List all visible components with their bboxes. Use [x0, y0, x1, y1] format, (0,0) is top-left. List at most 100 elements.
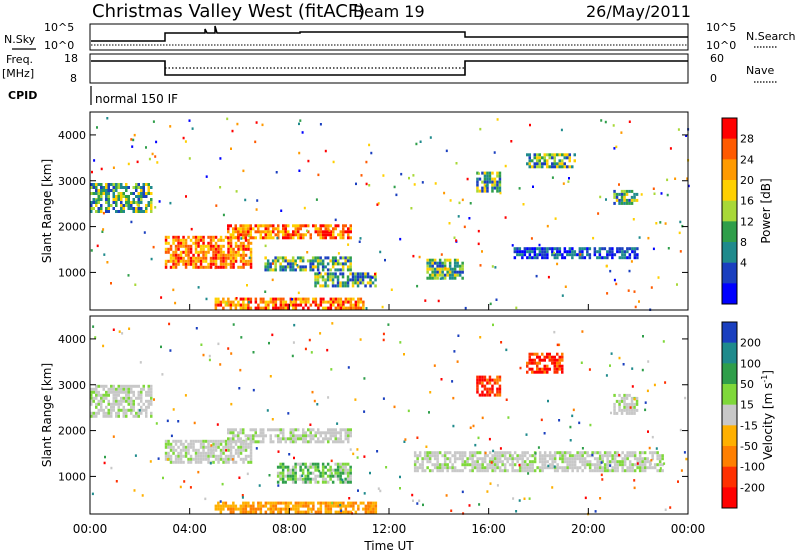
velocity-scatter-cell — [492, 449, 495, 453]
power-cell — [189, 256, 193, 260]
velocity-scatter-cell — [646, 389, 649, 393]
power-scatter-cell — [143, 231, 146, 234]
power-cell — [229, 303, 233, 307]
power-cell — [433, 270, 437, 274]
power-cell — [239, 259, 243, 263]
velocity-cell — [145, 390, 148, 394]
velocity-cell — [533, 370, 536, 374]
power-cell — [289, 259, 292, 263]
power-cell — [553, 153, 556, 157]
velocity-cell — [486, 381, 489, 385]
power-cell — [214, 303, 218, 307]
power-cell — [294, 262, 297, 266]
velocity-cell — [324, 477, 327, 481]
velocity-cell — [296, 462, 300, 466]
power-cell — [232, 253, 235, 257]
velocity-cell — [486, 393, 489, 397]
velocity-scatter-cell — [650, 459, 653, 462]
power-scatter-cell — [145, 146, 147, 149]
velocity-cell — [147, 393, 150, 397]
power-cell — [533, 153, 536, 157]
power-cell — [120, 201, 123, 204]
velocity-cell — [346, 480, 350, 484]
velocity-cell — [299, 465, 302, 469]
power-scatter-cell — [90, 249, 93, 252]
power-cell — [219, 303, 223, 307]
velocity-cell — [344, 465, 347, 469]
velocity-cell — [636, 460, 639, 464]
power-cell — [90, 201, 93, 204]
velocity-cell — [110, 414, 113, 418]
power-cell — [192, 262, 195, 266]
power-cell — [453, 276, 457, 280]
power-cell — [307, 306, 310, 310]
power-cell — [359, 278, 362, 282]
power-cell — [319, 275, 322, 279]
power-cell — [533, 162, 536, 166]
x-tick-label: 00:00 — [671, 522, 706, 536]
power-cell — [274, 233, 277, 237]
velocity-cell — [538, 457, 542, 461]
power-scatter-cell — [499, 191, 502, 195]
power-cell — [516, 250, 519, 254]
velocity-cell — [92, 411, 95, 415]
power-cell — [125, 204, 128, 207]
velocity-cell — [481, 390, 484, 394]
power-scatter-cell — [358, 240, 361, 243]
velocity-cell — [413, 469, 417, 473]
power-cell — [448, 261, 452, 265]
power-cell — [436, 261, 439, 265]
velocity-cell — [242, 504, 245, 508]
power-cell — [242, 224, 245, 228]
power-scatter-cell — [415, 142, 418, 146]
velocity-cell — [533, 352, 536, 356]
power-cell — [458, 273, 462, 277]
velocity-cell — [115, 414, 118, 418]
velocity-scatter-cell — [269, 375, 272, 378]
power-scatter-cell — [103, 253, 106, 256]
velocity-cell — [219, 454, 223, 458]
velocity-cell — [339, 440, 342, 444]
power-cell — [217, 250, 220, 254]
power-cell — [344, 281, 347, 285]
power-cell — [187, 262, 190, 266]
velocity-cell — [546, 466, 549, 470]
power-scatter-cell — [324, 149, 327, 153]
power-cell — [127, 201, 130, 204]
power-cell — [433, 267, 437, 271]
power-cell — [322, 233, 325, 237]
velocity-cell — [249, 457, 253, 461]
velocity-cell — [142, 402, 145, 406]
velocity-cell — [461, 457, 464, 461]
power-cell — [194, 259, 198, 263]
power-cell — [207, 265, 210, 269]
velocity-cell — [526, 457, 529, 461]
velocity-cell — [476, 463, 479, 467]
power-scatter-cell — [447, 267, 450, 271]
velocity-cell — [294, 437, 297, 441]
power-cell — [321, 259, 325, 263]
power-cell — [142, 189, 145, 192]
velocity-cell — [120, 387, 123, 391]
power-scatter-cell — [134, 283, 137, 286]
power-y-tick-label: 4000 — [58, 129, 86, 142]
power-scatter-cell — [538, 243, 541, 247]
power-cell — [456, 264, 459, 268]
power-cell — [120, 210, 123, 213]
velocity-cell — [281, 480, 285, 484]
velocity-scatter-cell — [102, 344, 105, 348]
velocity-cell — [217, 445, 220, 449]
power-cell — [217, 244, 220, 248]
power-cell — [496, 186, 499, 190]
velocity-cell — [618, 408, 621, 412]
power-cell — [498, 177, 502, 181]
velocity-cell — [184, 454, 188, 458]
velocity-cell — [257, 501, 260, 505]
power-scatter-cell — [276, 236, 279, 240]
velocity-cell — [272, 440, 275, 444]
velocity-cell — [513, 463, 517, 467]
power-cell — [621, 250, 624, 254]
power-cell — [95, 204, 98, 207]
power-cell — [299, 265, 302, 269]
velocity-cell — [374, 510, 378, 514]
